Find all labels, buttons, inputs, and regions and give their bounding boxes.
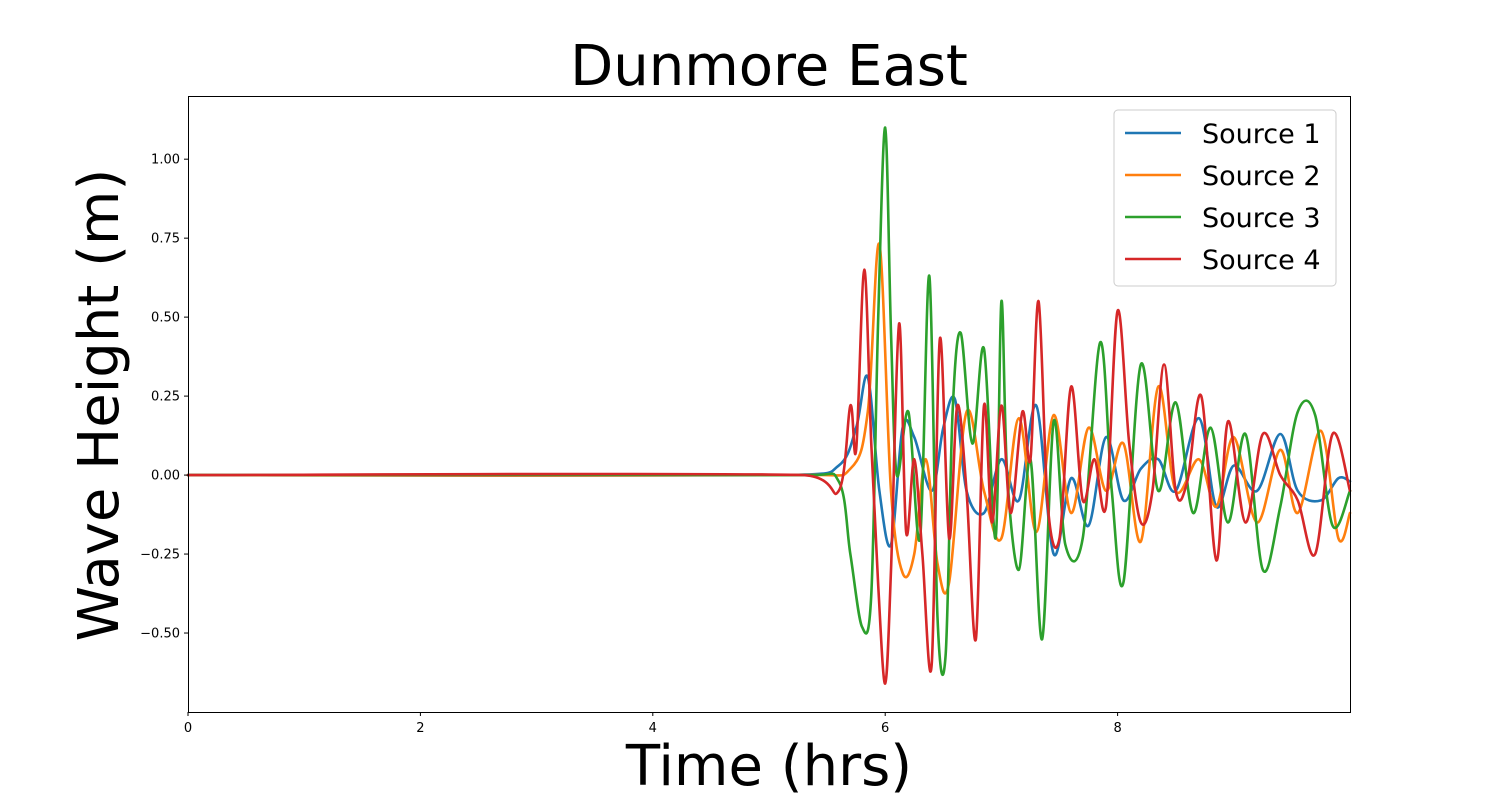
y-tick-label: −0.50 bbox=[140, 627, 180, 642]
x-axis-ticks: 0 2 4 6 8 bbox=[184, 712, 1122, 736]
legend: Source 1 Source 2 Source 3 Source 4 bbox=[1113, 109, 1337, 287]
series-line-4 bbox=[186, 268, 1352, 685]
y-tick-label: 1.00 bbox=[151, 153, 180, 168]
y-axis-label: Wave Height (m) bbox=[67, 169, 132, 642]
legend-frame bbox=[1113, 109, 1337, 287]
y-axis-ticks: −0.50 −0.25 0.00 0.25 0.50 0.75 1.00 bbox=[140, 153, 188, 642]
legend-label-4: Source 4 bbox=[1202, 245, 1321, 276]
y-tick-label: 0.50 bbox=[151, 311, 180, 326]
legend-label-1: Source 1 bbox=[1202, 119, 1321, 150]
x-axis-label: Time (hrs) bbox=[625, 734, 912, 799]
y-tick-label: −0.25 bbox=[140, 548, 180, 563]
x-tick-label: 6 bbox=[881, 721, 889, 736]
series-line-3 bbox=[186, 126, 1352, 677]
plot-lines bbox=[186, 126, 1352, 685]
series-line-2 bbox=[186, 242, 1352, 595]
y-tick-label: 0.00 bbox=[151, 469, 180, 484]
x-tick-label: 0 bbox=[184, 721, 192, 736]
legend-label-3: Source 3 bbox=[1202, 203, 1321, 234]
x-tick-label: 8 bbox=[1113, 721, 1121, 736]
legend-label-2: Source 2 bbox=[1202, 161, 1321, 192]
x-tick-label: 2 bbox=[416, 721, 424, 736]
chart-title: Dunmore East bbox=[570, 34, 968, 99]
y-tick-label: 0.75 bbox=[151, 232, 180, 247]
y-tick-label: 0.25 bbox=[151, 390, 180, 405]
plot-frame bbox=[188, 96, 1351, 713]
x-tick-label: 4 bbox=[649, 721, 657, 736]
